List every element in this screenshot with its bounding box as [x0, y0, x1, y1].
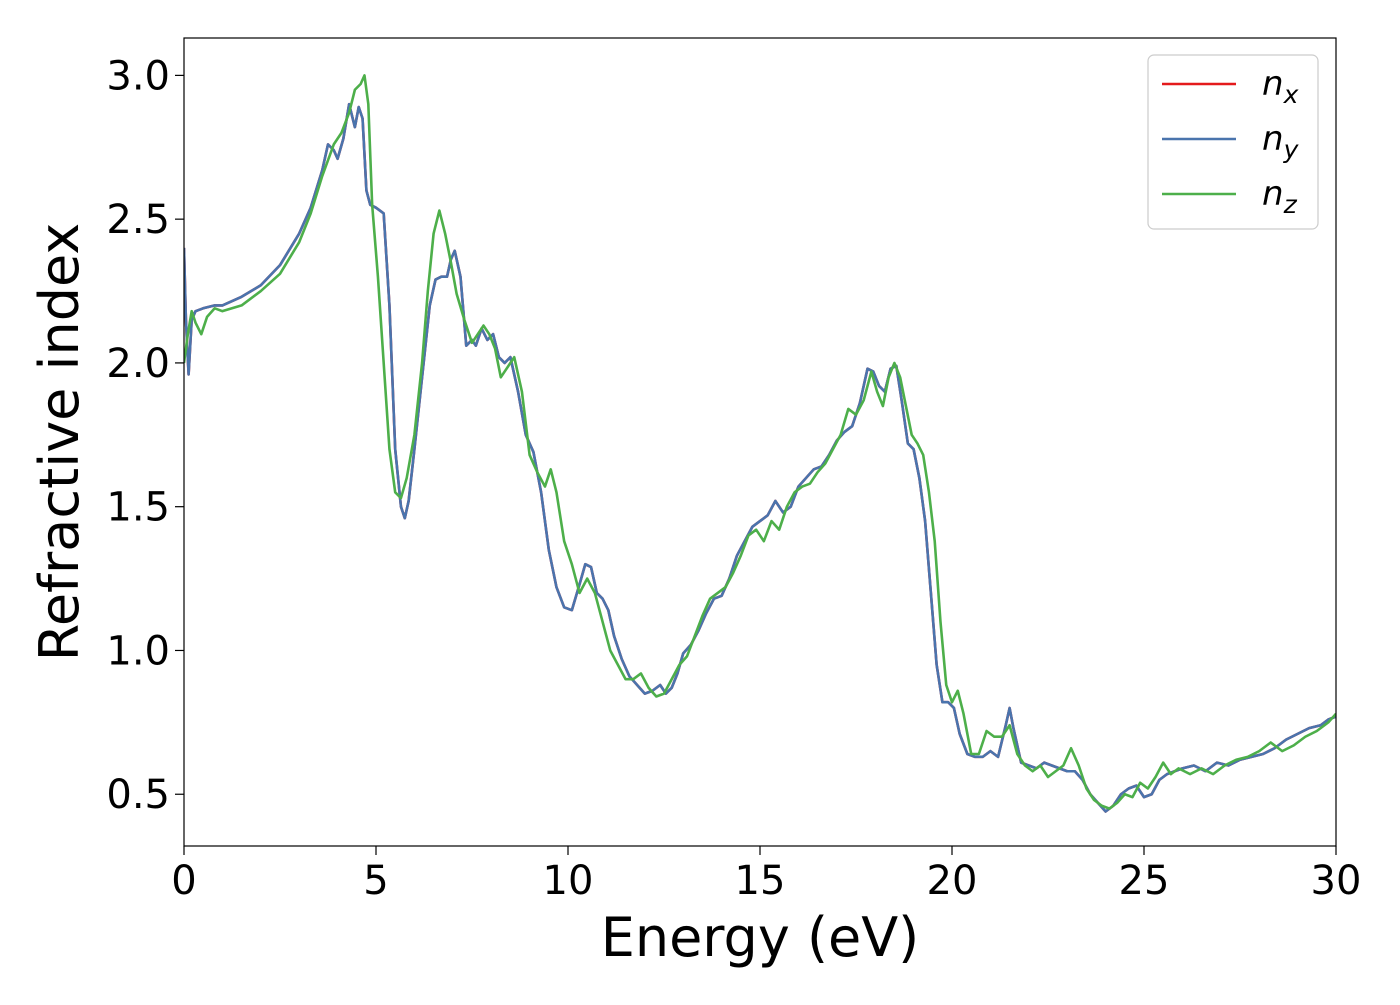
legend-label-base: n — [1262, 64, 1284, 104]
y-tick-label: 1.5 — [106, 485, 170, 531]
legend-label-subscript: z — [1283, 190, 1298, 219]
x-tick-label: 20 — [927, 858, 978, 904]
tick-layer: 0 5 10 15 20 25 30 0.5 1.0 1.5 2.0 2.5 3.0 — [106, 53, 1361, 904]
legend-label-n_z: nz — [1262, 174, 1298, 219]
legend-label-n_y: ny — [1262, 119, 1300, 164]
x-tick-label: 25 — [1119, 858, 1170, 904]
legend-box — [1147, 54, 1319, 230]
series-layer — [184, 74, 1336, 813]
y-axis-label: Refractive index — [28, 223, 91, 662]
legend-label-base: n — [1262, 174, 1284, 214]
legend-label-subscript: x — [1283, 80, 1299, 109]
x-tick-label: 30 — [1311, 858, 1362, 904]
x-tick-label: 15 — [735, 858, 786, 904]
x-axis-label: Energy (eV) — [601, 906, 920, 969]
legend-label-subscript: y — [1283, 135, 1300, 164]
x-tick-label: 5 — [363, 858, 388, 904]
series-line-n_z — [184, 74, 1336, 810]
plot-area — [184, 38, 1336, 846]
x-tick-label: 10 — [543, 858, 594, 904]
y-tick-label: 2.0 — [106, 341, 170, 387]
y-tick-label: 2.5 — [106, 197, 170, 243]
legend-label-n_x: nx — [1262, 64, 1299, 109]
y-tick-label: 0.5 — [106, 772, 170, 818]
y-tick-label: 3.0 — [106, 53, 170, 99]
y-tick-label: 1.0 — [106, 628, 170, 674]
legend-label-base: n — [1262, 119, 1284, 159]
x-tick-label: 0 — [171, 858, 196, 904]
